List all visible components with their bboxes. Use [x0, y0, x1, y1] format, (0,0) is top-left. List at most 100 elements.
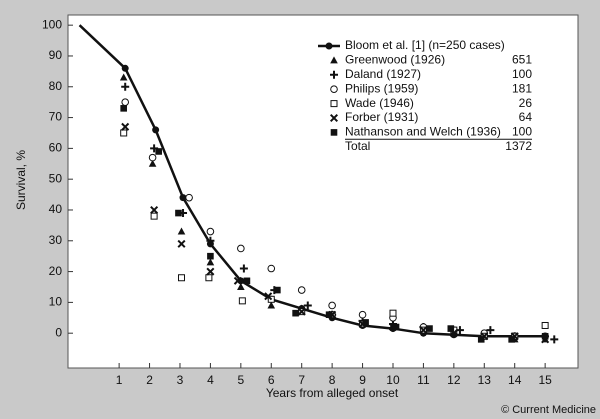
marker [206, 258, 215, 266]
legend-total-label: Total [345, 139, 370, 153]
y-tick-label: 40 [49, 202, 63, 216]
marker [325, 311, 333, 319]
marker [120, 129, 128, 137]
marker [267, 301, 276, 309]
legend-count: 100 [512, 67, 532, 81]
x-tick-label: 7 [298, 373, 305, 387]
x-tick-label: 14 [508, 373, 522, 387]
marker [358, 310, 367, 319]
series-line [78, 24, 546, 338]
y-tick-label: 80 [49, 79, 63, 93]
marker [329, 113, 339, 123]
marker [207, 252, 214, 260]
x-tick-label: 4 [207, 373, 214, 387]
marker [150, 212, 158, 220]
marker [205, 274, 213, 282]
marker [148, 159, 157, 167]
legend: Bloom et al. [1] (n=250 cases)Greenwood … [318, 38, 532, 153]
marker [486, 326, 495, 335]
marker [330, 129, 338, 136]
marker [237, 282, 245, 290]
legend-label: Nathanson and Welch (1936) [345, 125, 501, 139]
marker [477, 336, 485, 343]
marker [175, 209, 182, 217]
x-tick-label: 5 [237, 373, 244, 387]
y-tick-label: 90 [49, 48, 63, 62]
x-axis-label: Years from alleged onset [266, 386, 399, 400]
y-tick-label: 20 [49, 264, 63, 278]
marker [120, 105, 127, 112]
marker [152, 126, 160, 134]
marker [206, 236, 215, 245]
credit: © Current Medicine [501, 404, 596, 416]
x-tick-label: 15 [538, 373, 552, 387]
x-tick-label: 2 [146, 373, 153, 387]
marker [267, 264, 276, 273]
marker [292, 309, 299, 317]
x-tick-label: 3 [177, 373, 184, 387]
marker [447, 325, 455, 332]
y-tick-label: 100 [42, 17, 62, 31]
plot-area [67, 14, 579, 369]
legend-count: 181 [512, 81, 532, 95]
x-tick-label: 9 [359, 373, 366, 387]
marker [121, 64, 129, 72]
marker [119, 73, 128, 81]
y-tick-label: 50 [49, 171, 63, 185]
legend-total: 1372 [505, 139, 532, 153]
marker [121, 122, 130, 131]
legend-count: 100 [512, 125, 532, 139]
marker [177, 227, 186, 235]
marker [121, 82, 130, 91]
marker [274, 286, 281, 294]
legend-count: 26 [519, 96, 533, 110]
marker [325, 42, 333, 50]
marker [330, 85, 338, 93]
y-tick-label: 10 [49, 295, 63, 309]
y-tick-label: 60 [49, 141, 63, 155]
marker [206, 267, 215, 276]
marker [185, 193, 193, 202]
marker [426, 325, 433, 332]
legend-label: Greenwood (1926) [345, 53, 445, 67]
marker [328, 301, 336, 310]
marker [297, 307, 306, 316]
marker [392, 323, 400, 331]
marker [264, 292, 273, 301]
y-tick-label: 30 [49, 233, 63, 247]
y-tick-label: 70 [49, 110, 63, 124]
legend-label: Daland (1927) [345, 67, 421, 81]
marker [239, 264, 248, 273]
legend-label: Bloom et al. [1] (n=250 cases) [345, 38, 505, 52]
x-tick-label: 1 [116, 373, 123, 387]
marker [389, 309, 397, 317]
marker [155, 148, 162, 155]
marker [243, 277, 251, 285]
x-tick-label: 8 [329, 373, 336, 387]
marker [362, 319, 369, 326]
marker [330, 56, 338, 64]
marker [297, 286, 306, 294]
marker [330, 70, 338, 79]
marker [330, 100, 338, 108]
legend-label: Philips (1959) [345, 81, 418, 95]
marker [179, 194, 187, 202]
legend-label: Wade (1946) [345, 96, 414, 110]
y-tick-label: 0 [55, 325, 62, 339]
marker [233, 276, 242, 285]
marker [148, 153, 157, 162]
marker [177, 239, 186, 248]
marker [303, 301, 312, 310]
marker [238, 297, 246, 305]
legend-count: 651 [512, 53, 532, 67]
marker [121, 98, 130, 106]
marker [150, 205, 159, 214]
x-tick-label: 6 [268, 373, 275, 387]
marker [541, 332, 549, 340]
marker [178, 274, 186, 282]
x-tick-label: 11 [417, 373, 430, 387]
x-tick-label: 10 [386, 373, 400, 387]
y-axis-label: Survival, % [14, 150, 28, 210]
x-tick-label: 12 [447, 373, 461, 387]
